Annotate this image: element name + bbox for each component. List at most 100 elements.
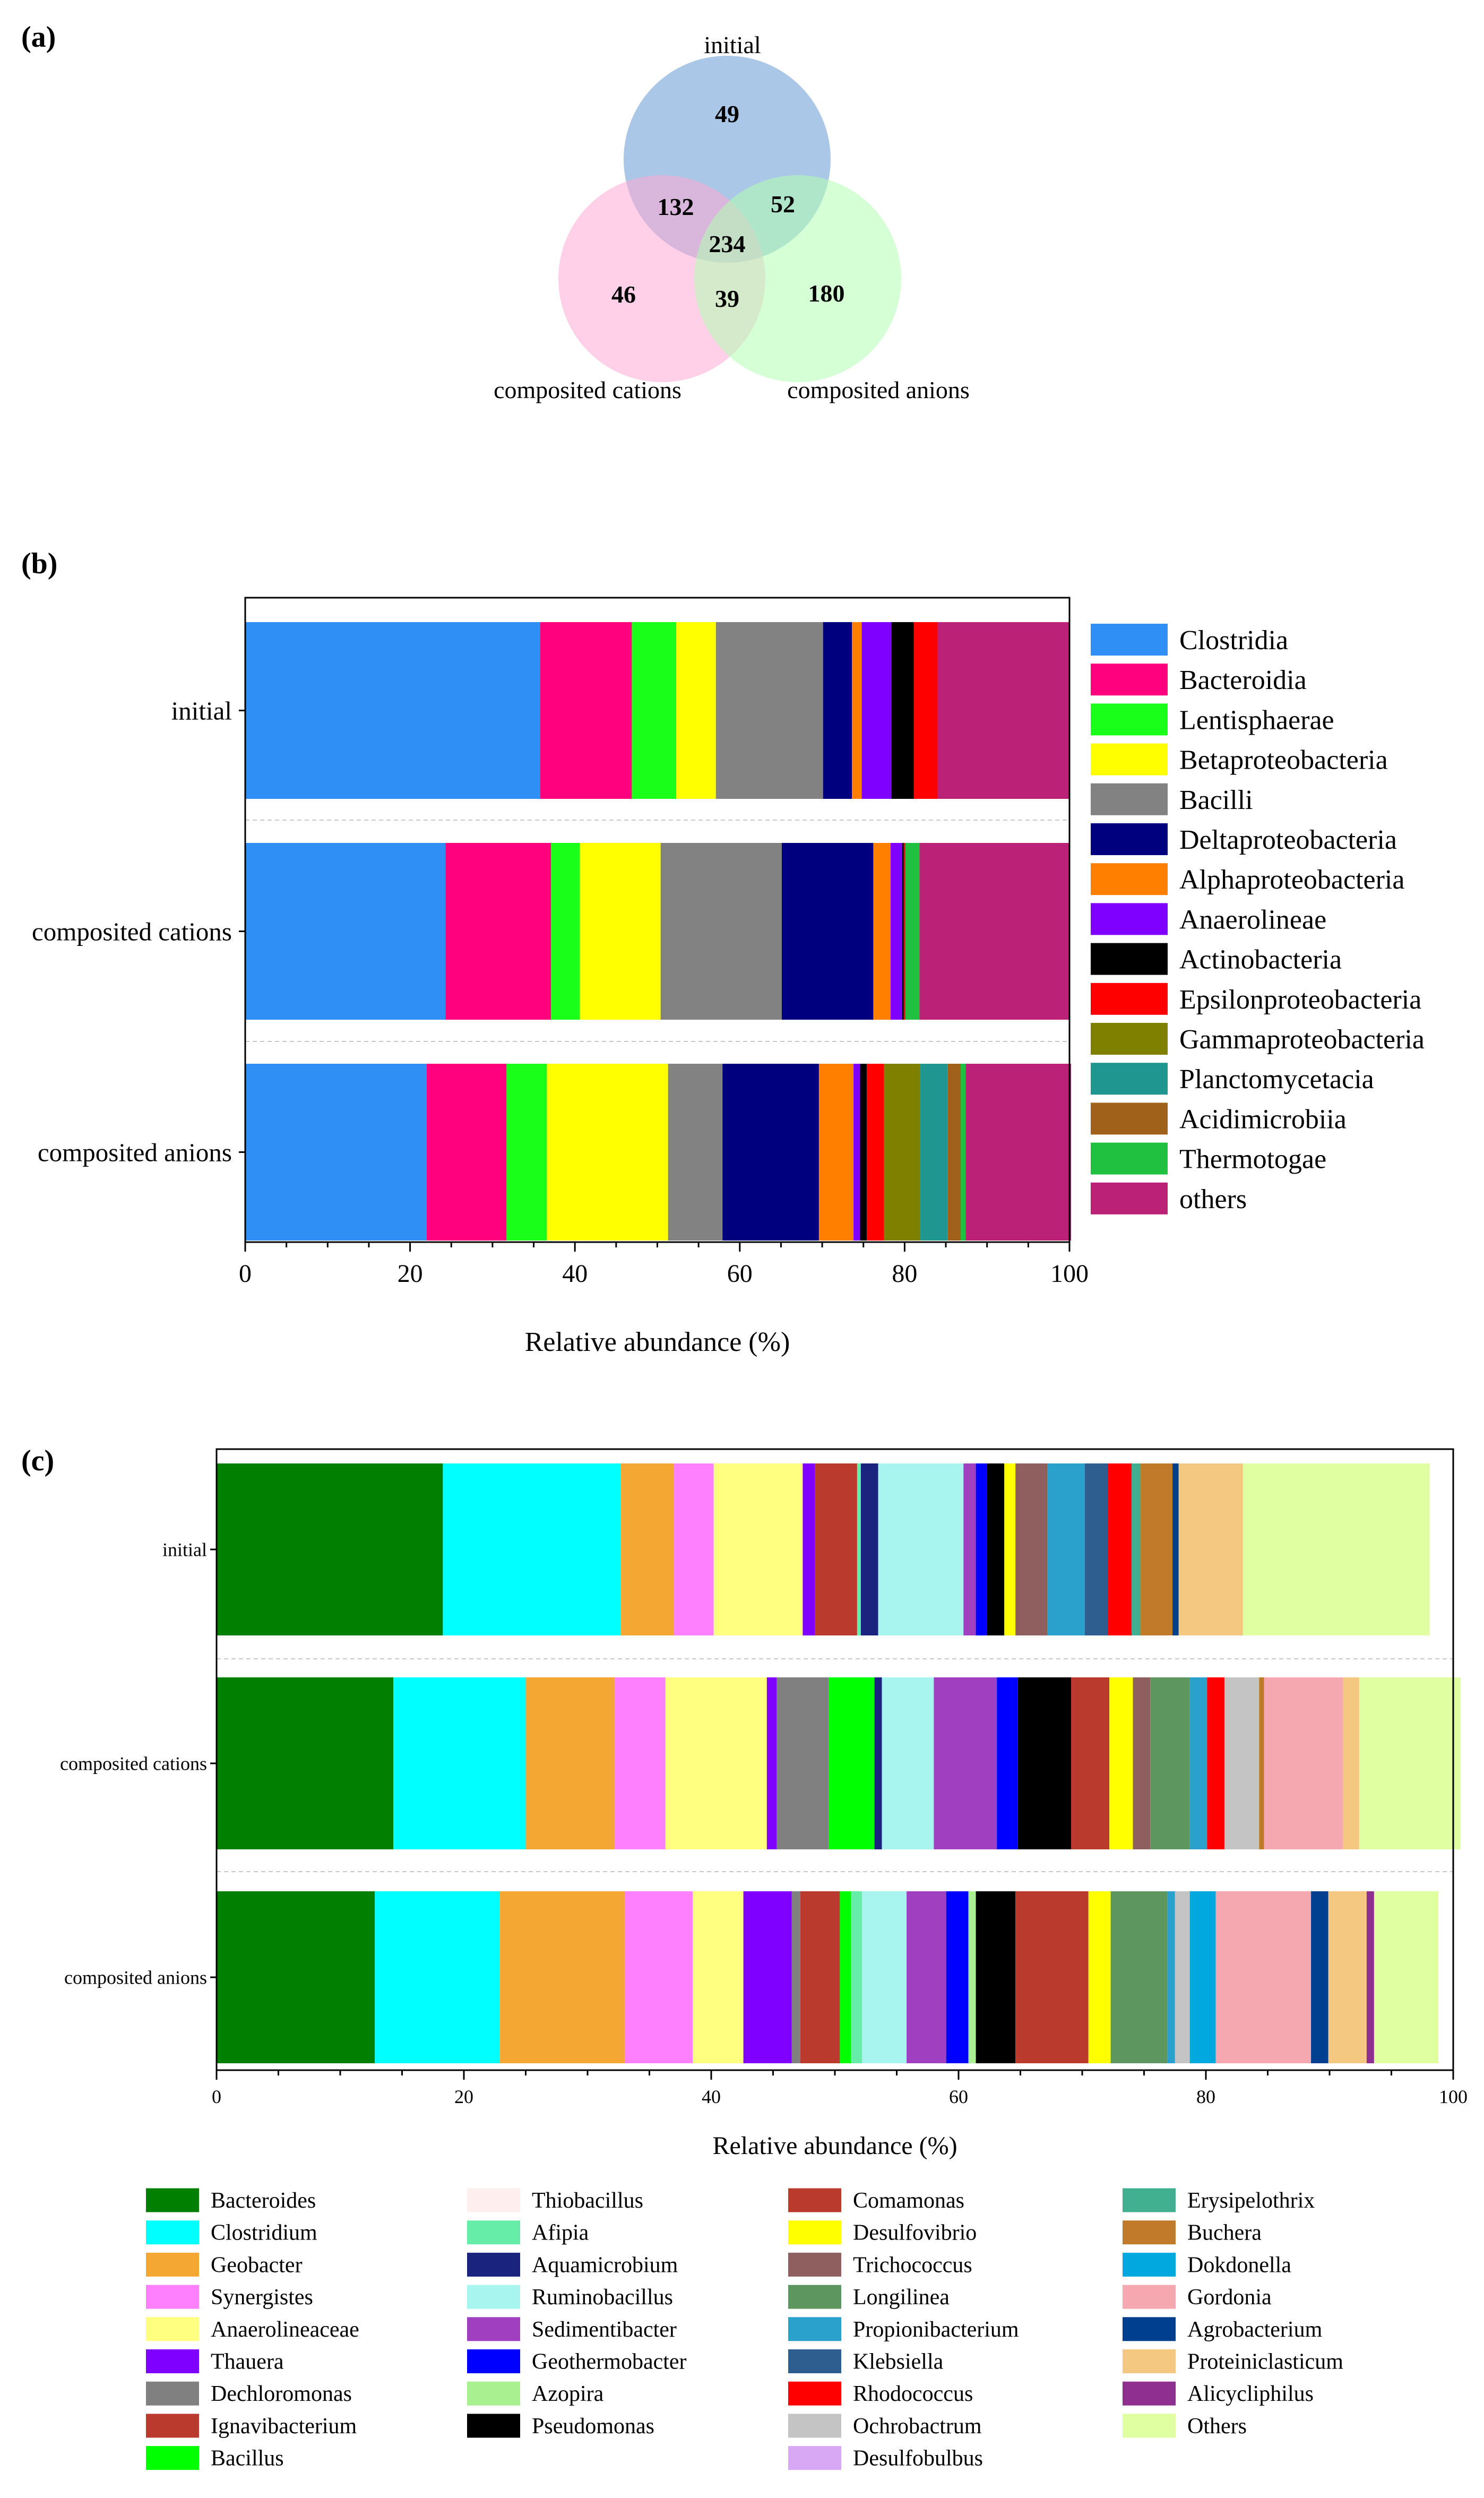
bar-composited-cations-ochrobactrum — [1224, 1677, 1259, 1849]
legend-swatch-ignavibacterium — [146, 2414, 199, 2438]
bar-composited-anions-dechloromonas — [791, 1891, 800, 2063]
bar-composited-anions-longilinea — [1110, 1891, 1168, 2063]
x-tick-label-100: 100 — [1439, 2086, 1468, 2107]
legend-swatch-ochrobactrum — [788, 2414, 841, 2438]
bar-composited-anions-acidimicrobiia — [947, 1064, 961, 1241]
legend-label-thauera: Thauera — [211, 2350, 284, 2374]
bar-composited-anions-others — [965, 1064, 1072, 1241]
legend-swatch-thiobacillus — [467, 2188, 520, 2212]
bar-composited-anions-deltaproteobacteria — [722, 1064, 819, 1241]
legend-label-gammaproteobacteria: Gammaproteobacteria — [1179, 1024, 1425, 1055]
bar-composited-anions-others — [1374, 1891, 1439, 2063]
legend-swatch-comamonas — [788, 2188, 841, 2212]
bar-initial-trichococcus — [1015, 1463, 1048, 1635]
bar-initial-geobacter — [620, 1463, 675, 1635]
bar-composited-anions-thermotogae — [961, 1064, 966, 1241]
bar-composited-cations-anaerolineae — [891, 843, 902, 1020]
legend-label-anaerolineaceae: Anaerolineaceae — [211, 2318, 359, 2342]
category-label-composited-cations: composited cations — [60, 1753, 207, 1775]
bar-initial-clostridia — [245, 622, 540, 799]
legend-swatch-sedimentibacter — [467, 2317, 520, 2341]
bar-initial-propionibacterium — [1047, 1463, 1085, 1635]
bar-composited-anions-clostridia — [245, 1064, 427, 1241]
legend-swatch-betaproteobacteria — [1091, 743, 1168, 776]
bar-composited-anions-azopira — [968, 1891, 976, 2063]
legend-label-alicycliphilus: Alicycliphilus — [1187, 2382, 1314, 2406]
legend-swatch-clostridium — [146, 2220, 199, 2245]
legend-swatch-lentisphaerae — [1091, 703, 1168, 736]
legend-swatch-geothermobacter — [467, 2349, 520, 2373]
venn-count-initial-composited-cations: 132 — [658, 193, 694, 220]
bar-composited-anions-gammaproteobacteria — [884, 1064, 920, 1241]
venn-count-composited-cations: 46 — [611, 281, 636, 308]
x-tick-label-40: 40 — [562, 1260, 588, 1288]
category-label-composited-cations: composited cations — [32, 917, 232, 946]
bar-initial-epsilonproteobacteria — [913, 622, 938, 799]
bar-initial-others — [1243, 1463, 1430, 1635]
x-axis-label: Relative abundance (%) — [525, 1327, 790, 1357]
x-tick-label-80: 80 — [1196, 2086, 1215, 2107]
legend-swatch-proteiniclasticum — [1123, 2349, 1176, 2373]
legend-label-synergistes: Synergistes — [211, 2285, 313, 2310]
legend-label-geothermobacter: Geothermobacter — [532, 2350, 687, 2374]
bar-composited-anions-afipia — [851, 1891, 862, 2063]
legend-label-alphaproteobacteria: Alphaproteobacteria — [1179, 865, 1404, 895]
legend-label-others: others — [1179, 1184, 1247, 1214]
legend-swatch-clostridia — [1091, 624, 1168, 656]
bar-composited-cations-others — [1359, 1677, 1461, 1849]
bar-composited-cations-synergistes — [615, 1677, 666, 1849]
legend-label-desulfobulbus: Desulfobulbus — [853, 2447, 983, 2471]
bar-composited-anions-sedimentibacter — [907, 1891, 946, 2063]
bar-composited-anions-alphaproteobacteria — [818, 1064, 854, 1241]
legend-label-afipia: Afipia — [532, 2221, 589, 2245]
legend-swatch-acidimicrobiia — [1091, 1102, 1168, 1135]
legend-swatch-bacillus — [146, 2446, 199, 2470]
bar-initial-afipia — [857, 1463, 861, 1635]
legend-swatch-desulfobulbus — [788, 2446, 841, 2470]
venn-count-initial: 49 — [715, 100, 739, 127]
bar-initial-rhodococcus — [1108, 1463, 1132, 1635]
category-label-initial: initial — [171, 696, 232, 726]
bar-composited-anions-ochrobactrum — [1175, 1891, 1190, 2063]
legend-swatch-azopira — [467, 2381, 520, 2406]
legend-label-proteiniclasticum: Proteiniclasticum — [1187, 2350, 1343, 2374]
bar-composited-cations-betaproteobacteria — [580, 843, 661, 1020]
panel-label-b: (b) — [21, 547, 57, 580]
bar-composited-cations-lentisphaerae — [551, 843, 580, 1020]
bar-composited-anions-actinobacteria — [860, 1064, 867, 1241]
category-label-initial: initial — [162, 1539, 207, 1561]
bar-composited-cations-geobacter — [525, 1677, 615, 1849]
legend-label-planctomycetacia: Planctomycetacia — [1179, 1064, 1374, 1095]
bar-initial-sedimentibacter — [963, 1463, 976, 1635]
bar-composited-anions-anaerolineae — [853, 1064, 860, 1241]
bar-initial-betaproteobacteria — [676, 622, 716, 799]
venn-label-composited-anions: composited anions — [787, 376, 970, 403]
bar-composited-anions-ruminobacillus — [862, 1891, 907, 2063]
legend-label-geobacter: Geobacter — [211, 2253, 303, 2277]
bar-composited-cations-geothermobacter — [997, 1677, 1018, 1849]
x-tick-label-20: 20 — [398, 1260, 423, 1288]
legend-swatch-bacteroides — [146, 2188, 199, 2212]
bar-initial-desulfovibrio — [1004, 1463, 1016, 1635]
bar-composited-anions-bacillus — [840, 1891, 851, 2063]
legend-swatch-others — [1123, 2414, 1176, 2438]
legend-label-sedimentibacter: Sedimentibacter — [532, 2318, 677, 2342]
legend-swatch-erysipelothrix — [1123, 2188, 1176, 2212]
legend-label-betaproteobacteria: Betaproteobacteria — [1179, 745, 1388, 776]
bar-composited-cations-ruminobacillus — [882, 1677, 934, 1849]
bar-composited-anions-alicycliphilus — [1366, 1891, 1374, 2063]
legend-swatch-ruminobacillus — [467, 2285, 520, 2309]
bar-composited-cations-desulfovibrio — [1109, 1677, 1133, 1849]
x-tick-label-60: 60 — [727, 1260, 753, 1288]
bar-composited-cations-bacteroidia — [445, 843, 551, 1020]
legend-swatch-thauera — [146, 2349, 199, 2373]
legend-swatch-planctomycetacia — [1091, 1063, 1168, 1095]
legend-label-bacilli: Bacilli — [1179, 785, 1253, 815]
bar-composited-cations-alphaproteobacteria — [873, 843, 891, 1020]
bar-initial-proteiniclasticum — [1178, 1463, 1243, 1635]
legend-label-bacillus: Bacillus — [211, 2447, 284, 2471]
legend-label-acidimicrobiia: Acidimicrobiia — [1179, 1104, 1347, 1134]
legend-swatch-desulfovibrio — [788, 2220, 841, 2245]
legend-label-aquamicrobium: Aquamicrobium — [532, 2253, 678, 2277]
legend-label-gordonia: Gordonia — [1187, 2285, 1272, 2310]
